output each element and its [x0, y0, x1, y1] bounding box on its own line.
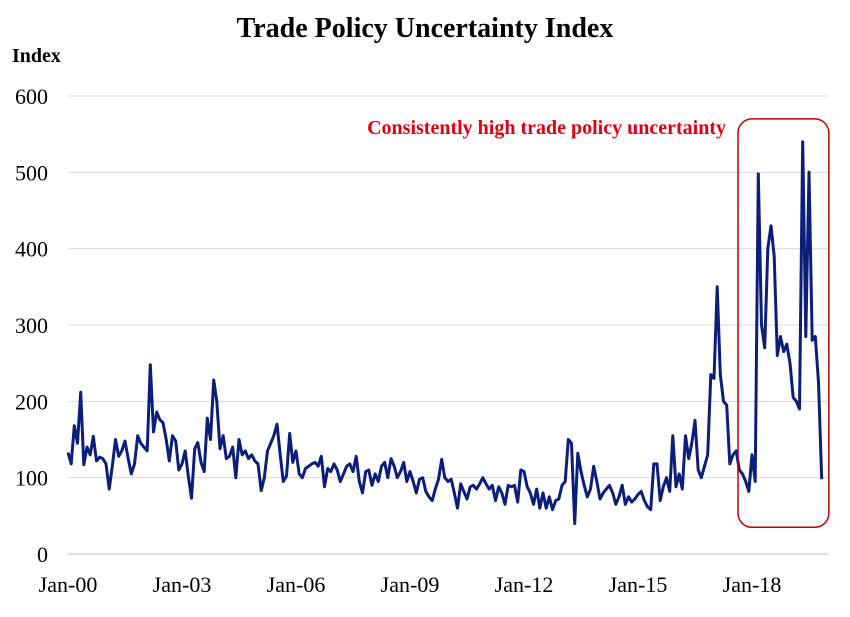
- y-tick-label: 200: [15, 389, 48, 414]
- series-line-0: [66, 140, 824, 525]
- y-tick-label: 300: [15, 313, 48, 338]
- chart-title: Trade Policy Uncertainty Index: [237, 13, 614, 44]
- x-tick-label: Jan-12: [495, 572, 554, 597]
- annotation-text: Consistently high trade policy uncertain…: [367, 117, 726, 139]
- x-tick-labels: Jan-00 Jan-03 Jan-06 Jan-09 Jan-12 Jan-15 Jan-…: [39, 572, 782, 597]
- x-tick-label: Jan-09: [381, 572, 440, 597]
- y-tick-label: 600: [15, 84, 48, 109]
- y-tick-label: 400: [15, 237, 48, 262]
- x-tick-label: Jan-00: [39, 572, 98, 597]
- x-tick-label: Jan-15: [609, 572, 668, 597]
- y-tick-labels: 0 100 200 300 400 500 600: [15, 84, 48, 567]
- x-tick-label: Jan-06: [267, 572, 326, 597]
- x-tick-label: Jan-03: [153, 572, 212, 597]
- annotations: Consistently high trade policy uncertain…: [367, 117, 830, 529]
- series-lines: [66, 140, 824, 525]
- gridlines: [68, 95, 828, 555]
- y-axis-label: Index: [12, 45, 61, 67]
- y-tick-label: 0: [37, 542, 48, 567]
- y-tick-label: 100: [15, 466, 48, 491]
- x-tick-label: Jan-18: [723, 572, 782, 597]
- y-tick-label: 500: [15, 160, 48, 185]
- annotation-box: [737, 118, 830, 529]
